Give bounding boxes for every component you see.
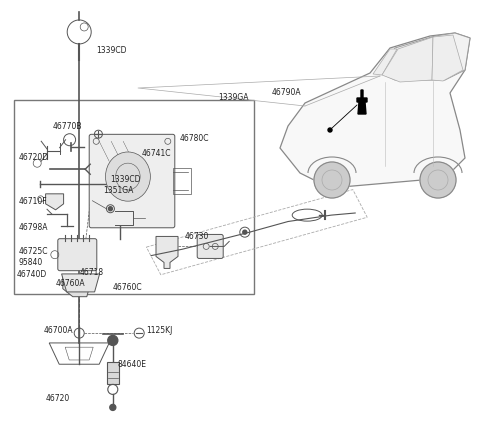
Text: 46790A: 46790A	[271, 88, 301, 98]
Polygon shape	[280, 33, 470, 188]
Ellipse shape	[106, 152, 150, 201]
FancyBboxPatch shape	[89, 134, 175, 228]
Circle shape	[314, 162, 350, 198]
Polygon shape	[373, 49, 397, 75]
FancyBboxPatch shape	[197, 234, 223, 259]
Polygon shape	[357, 90, 367, 114]
Text: 1339CD: 1339CD	[96, 46, 127, 55]
Text: 46725C: 46725C	[18, 247, 48, 256]
Text: 46760A: 46760A	[55, 279, 85, 288]
Text: 84640E: 84640E	[118, 360, 146, 369]
Text: 95840: 95840	[18, 258, 43, 268]
FancyBboxPatch shape	[58, 239, 97, 271]
Polygon shape	[380, 33, 470, 80]
Text: 46741C: 46741C	[142, 149, 171, 158]
Bar	[107, 363, 119, 384]
Circle shape	[108, 207, 112, 211]
Text: 46720D: 46720D	[18, 153, 48, 162]
Polygon shape	[156, 236, 178, 268]
Text: 1125KJ: 1125KJ	[146, 325, 173, 335]
Text: 1339GA: 1339GA	[218, 92, 249, 102]
Text: 46710F: 46710F	[18, 197, 47, 206]
Polygon shape	[382, 37, 433, 82]
Text: 46740D: 46740D	[17, 270, 47, 279]
Text: 46718: 46718	[79, 268, 103, 277]
Text: 46798A: 46798A	[18, 223, 48, 233]
Text: 46760C: 46760C	[113, 283, 143, 292]
Text: 46720: 46720	[45, 394, 70, 403]
Polygon shape	[46, 194, 63, 210]
Text: 1351GA: 1351GA	[103, 186, 133, 196]
Text: 46700A: 46700A	[43, 325, 73, 335]
Polygon shape	[432, 35, 463, 81]
Bar	[14, 100, 254, 294]
Circle shape	[420, 162, 456, 198]
Circle shape	[328, 128, 332, 132]
Polygon shape	[61, 274, 100, 292]
Text: 46730: 46730	[185, 232, 209, 241]
Bar	[173, 167, 191, 194]
Polygon shape	[63, 275, 93, 296]
Text: 46780C: 46780C	[180, 134, 209, 143]
Circle shape	[110, 404, 116, 410]
Circle shape	[108, 335, 118, 345]
Text: 46770B: 46770B	[53, 122, 82, 132]
Text: 1339CD: 1339CD	[110, 175, 141, 184]
Circle shape	[243, 230, 247, 234]
